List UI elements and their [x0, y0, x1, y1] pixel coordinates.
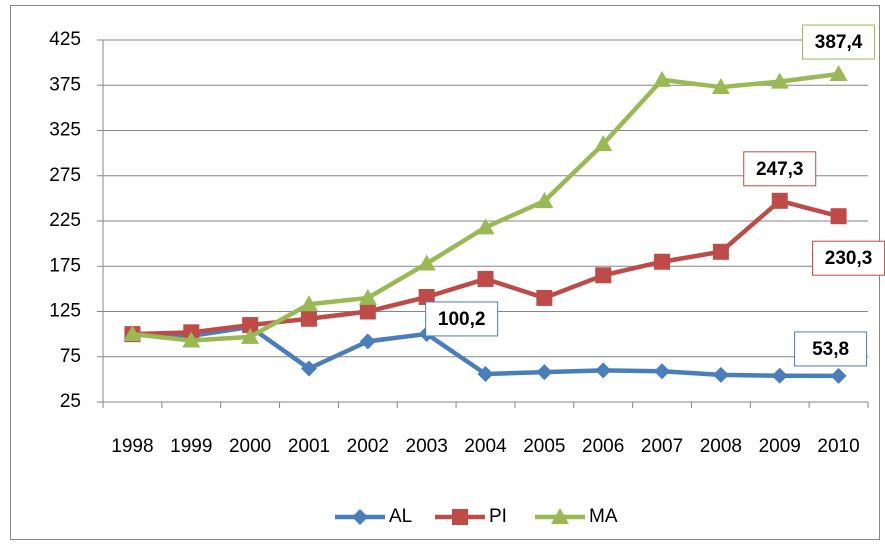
marker	[417, 254, 436, 271]
value-label-box	[812, 240, 885, 276]
value-label: 100,2	[438, 309, 486, 330]
y-tick-label: 25	[60, 391, 81, 412]
y-tick-label: 375	[49, 74, 81, 95]
x-tick-label: 1999	[170, 436, 212, 457]
marker	[830, 367, 847, 384]
value-label-box	[802, 24, 876, 60]
x-tick-label: 2001	[288, 436, 330, 457]
value-label-box	[794, 331, 868, 367]
chart-frame	[10, 5, 880, 540]
marker	[358, 288, 377, 305]
marker	[712, 366, 729, 383]
marker	[359, 333, 376, 350]
x-tick-label: 2008	[700, 436, 742, 457]
value-label-box	[425, 301, 499, 337]
marker	[477, 270, 494, 287]
value-label: 230,3	[825, 248, 873, 269]
marker	[536, 289, 553, 306]
x-tick-label: 2009	[759, 436, 801, 457]
legend-marker	[551, 508, 569, 524]
marker	[770, 72, 789, 89]
marker	[595, 267, 612, 284]
x-tick-label: 2005	[523, 436, 565, 457]
y-tick-label: 225	[49, 210, 81, 231]
marker	[359, 303, 376, 320]
x-tick-label: 2000	[229, 436, 271, 457]
legend-label: PI	[489, 506, 507, 527]
marker	[123, 325, 142, 342]
marker	[712, 243, 729, 260]
marker	[476, 218, 495, 235]
marker	[242, 317, 259, 334]
marker	[594, 135, 613, 152]
value-label-box	[743, 151, 817, 187]
marker	[654, 253, 671, 270]
marker	[300, 310, 317, 327]
marker	[830, 208, 847, 225]
x-tick-label: 2004	[464, 436, 507, 457]
marker	[771, 367, 788, 384]
value-label: 247,3	[756, 159, 804, 180]
marker	[182, 331, 201, 348]
marker	[535, 192, 554, 209]
legend-label: MA	[589, 506, 618, 527]
legend-marker	[352, 509, 368, 525]
marker	[653, 70, 672, 87]
marker	[595, 362, 612, 379]
legend-label: AL	[389, 506, 412, 527]
marker	[477, 365, 494, 382]
marker	[829, 65, 848, 82]
value-label: 53,8	[812, 339, 849, 360]
y-tick-label: 425	[49, 29, 81, 50]
y-tick-label: 275	[49, 165, 81, 186]
marker	[299, 295, 318, 312]
x-tick-label: 2010	[817, 436, 859, 457]
marker	[654, 363, 671, 380]
marker	[771, 192, 788, 209]
marker	[536, 364, 553, 381]
x-tick-label: 2003	[406, 436, 448, 457]
y-tick-label: 75	[60, 346, 81, 367]
x-tick-label: 1998	[111, 436, 153, 457]
y-tick-label: 175	[49, 255, 81, 276]
x-tick-label: 2006	[582, 436, 624, 457]
legend-marker	[452, 509, 468, 525]
marker	[711, 78, 730, 95]
x-tick-label: 2002	[347, 436, 389, 457]
marker	[241, 327, 260, 344]
y-tick-label: 325	[49, 120, 81, 141]
x-tick-label: 2007	[641, 436, 683, 457]
y-tick-label: 125	[49, 301, 81, 322]
marker	[300, 360, 317, 377]
marker	[418, 289, 435, 306]
value-label: 387,4	[815, 32, 863, 53]
